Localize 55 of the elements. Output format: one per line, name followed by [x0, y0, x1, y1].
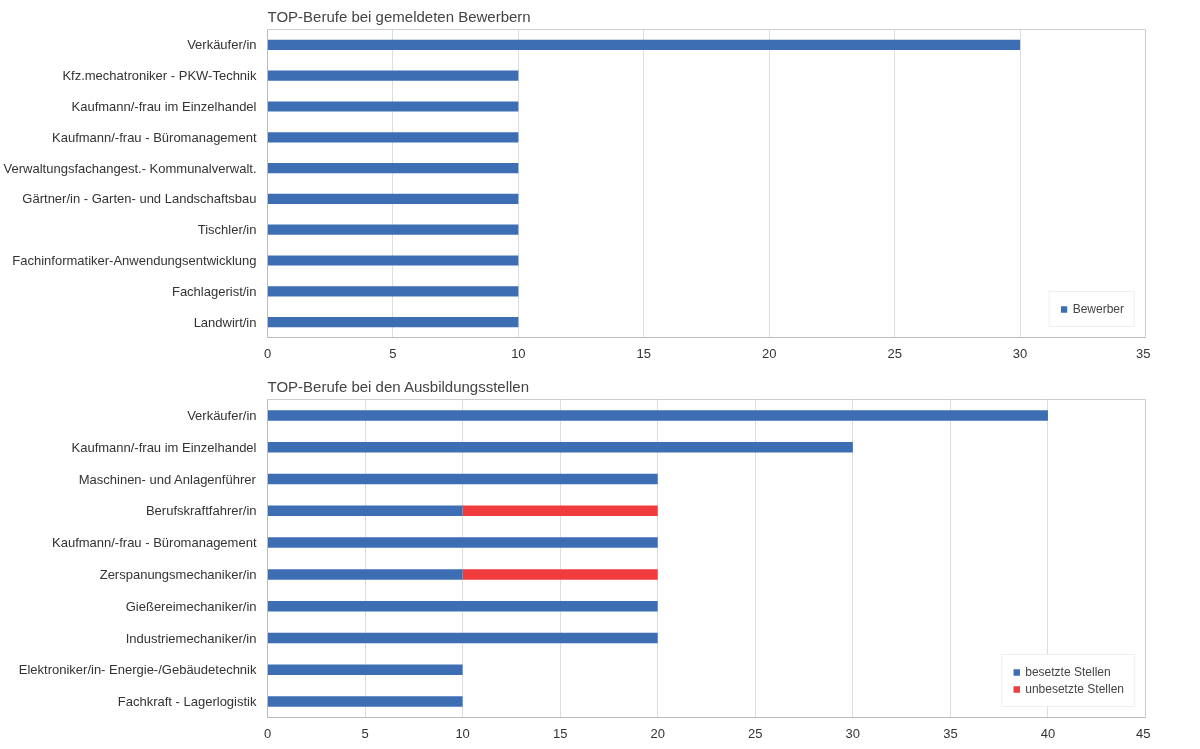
- x-tick-label: 0: [263, 345, 272, 361]
- bar: [267, 473, 658, 485]
- y-tick-label: Industriemechaniker/in: [125, 630, 257, 646]
- x-tick-label: 10: [455, 725, 470, 741]
- x-tick-label: 40: [1040, 725, 1056, 741]
- x-tick-label: 35: [1136, 345, 1151, 361]
- x-tick-label: 5: [361, 725, 369, 741]
- y-tick-label: Verkäufer/in: [187, 37, 257, 53]
- y-tick-label: Fachinformatiker-Anwendungsentwicklung: [12, 253, 257, 268]
- x-tick-label: 25: [748, 725, 763, 741]
- bar: [267, 505, 463, 517]
- y-tick-label: Kfz.mechatroniker - PKW-Technik: [62, 68, 257, 84]
- y-tick-label: Landwirt/in: [193, 314, 257, 330]
- y-tick-label: Kaufmann/-frau - Büromanagement: [52, 535, 257, 551]
- y-tick-label: Berufskraftfahrer/in: [145, 503, 257, 519]
- y-tick-label: Verwaltungsfachangest.- Kommunalverwalt.: [3, 160, 257, 176]
- y-tick-label: Verkäufer/in: [187, 407, 257, 423]
- x-tick-label: 30: [845, 725, 861, 741]
- bar: [267, 410, 1048, 421]
- x-tick-label: 30: [1012, 345, 1028, 361]
- y-tick-label: Fachlagerist/in: [171, 283, 257, 299]
- legend-label: besetzte Stellen: [1025, 665, 1111, 679]
- chart-title: TOP-Berufe bei gemeldeten Bewerbern: [267, 7, 531, 25]
- y-tick-label: Fachkraft - Lagerlogistik: [117, 694, 257, 710]
- x-tick-label: 35: [943, 725, 958, 741]
- x-tick-label: 20: [761, 345, 777, 361]
- y-tick-label: Elektroniker/in- Energie-/Gebäudetechnik: [18, 662, 257, 678]
- bar: [267, 441, 853, 453]
- bar: [267, 537, 658, 548]
- x-tick-label: 45: [1136, 725, 1151, 741]
- y-tick-label: Gärtner/in - Garten- und Landschaftsbau: [22, 191, 257, 207]
- bar: [267, 664, 463, 676]
- x-tick-label: 15: [636, 345, 652, 361]
- y-tick-label: Kaufmann/-frau im Einzelhandel: [71, 439, 257, 455]
- x-tick-label: 15: [552, 725, 568, 741]
- x-tick-label: 0: [263, 725, 272, 741]
- x-tick-label: 20: [650, 725, 665, 741]
- y-tick-label: Tischler/in: [197, 222, 257, 238]
- y-tick-label: Kaufmann/-frau im Einzelhandel: [71, 99, 257, 114]
- bar: [462, 569, 658, 580]
- x-tick-label: 10: [511, 345, 526, 361]
- y-tick-label: Maschinen- und Anlagenführer: [78, 471, 257, 487]
- y-tick-label: Kaufmann/-frau - Büromanagement: [52, 129, 257, 145]
- x-tick-label: 5: [389, 345, 397, 361]
- bar: [267, 696, 463, 707]
- bar: [462, 505, 658, 517]
- chart-title: TOP-Berufe bei den Ausbildungsstellen: [267, 377, 530, 395]
- bar: [267, 632, 658, 644]
- legend-label: unbesetzte Stellen: [1025, 682, 1124, 696]
- legend-label: Bewerber: [1072, 302, 1124, 316]
- x-tick-label: 25: [887, 345, 902, 361]
- y-tick-label: Gießereimechaniker/in: [125, 598, 257, 614]
- y-tick-label: Zerspanungsmechaniker/in: [99, 566, 257, 582]
- bar: [267, 569, 463, 580]
- bar: [267, 600, 658, 612]
